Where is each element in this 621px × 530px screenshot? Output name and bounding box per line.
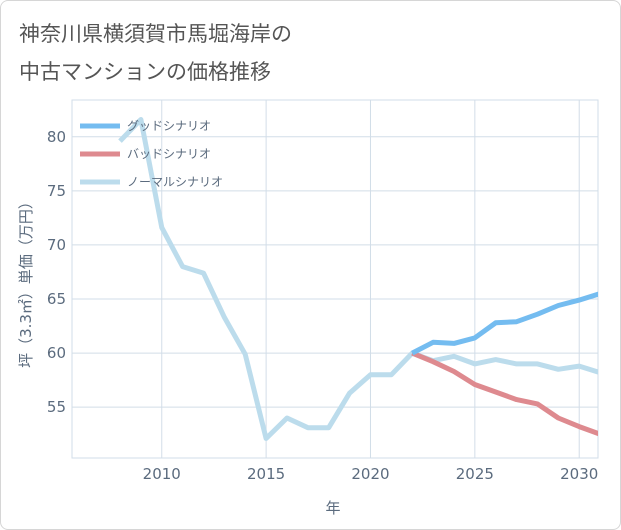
series-line-2: [118, 117, 598, 441]
legend-label: ノーマルシナリオ: [127, 175, 223, 189]
x-tick-label: 2010: [143, 465, 181, 483]
y-tick-label: 55: [47, 398, 66, 416]
legend-label: グッドシナリオ: [127, 119, 211, 133]
y-axis-title: 坪（3.3㎡）単価（万円）: [17, 194, 35, 368]
plot-area: [71, 99, 599, 459]
x-tick-label: 2020: [351, 465, 389, 483]
axes: 2010 2015 2020 2025 2030 55 60 65 70 75 80 年 坪（3.3㎡）…: [17, 128, 598, 517]
chart-title-line1: 神奈川県横須賀市馬堀海岸の: [19, 22, 292, 46]
y-tick-label: 80: [47, 128, 66, 146]
grid: [71, 99, 599, 459]
x-tick-label: 2030: [560, 465, 598, 483]
y-tick-label: 75: [47, 182, 66, 200]
y-tick-label: 70: [47, 236, 66, 254]
series-line-0: [411, 291, 598, 356]
legend-label: バッドシナリオ: [127, 147, 211, 161]
chart-title-line2: 中古マンションの価格推移: [19, 60, 271, 84]
series-line-1: [411, 350, 598, 437]
x-tick-label: 2025: [456, 465, 494, 483]
series-lines: [118, 117, 598, 441]
x-tick-label: 2015: [247, 465, 285, 483]
y-tick-label: 65: [47, 290, 66, 308]
chart-title: 神奈川県横須賀市馬堀海岸の 中古マンションの価格推移: [19, 15, 292, 91]
x-axis-title: 年: [325, 499, 340, 517]
y-tick-label: 60: [47, 344, 66, 362]
